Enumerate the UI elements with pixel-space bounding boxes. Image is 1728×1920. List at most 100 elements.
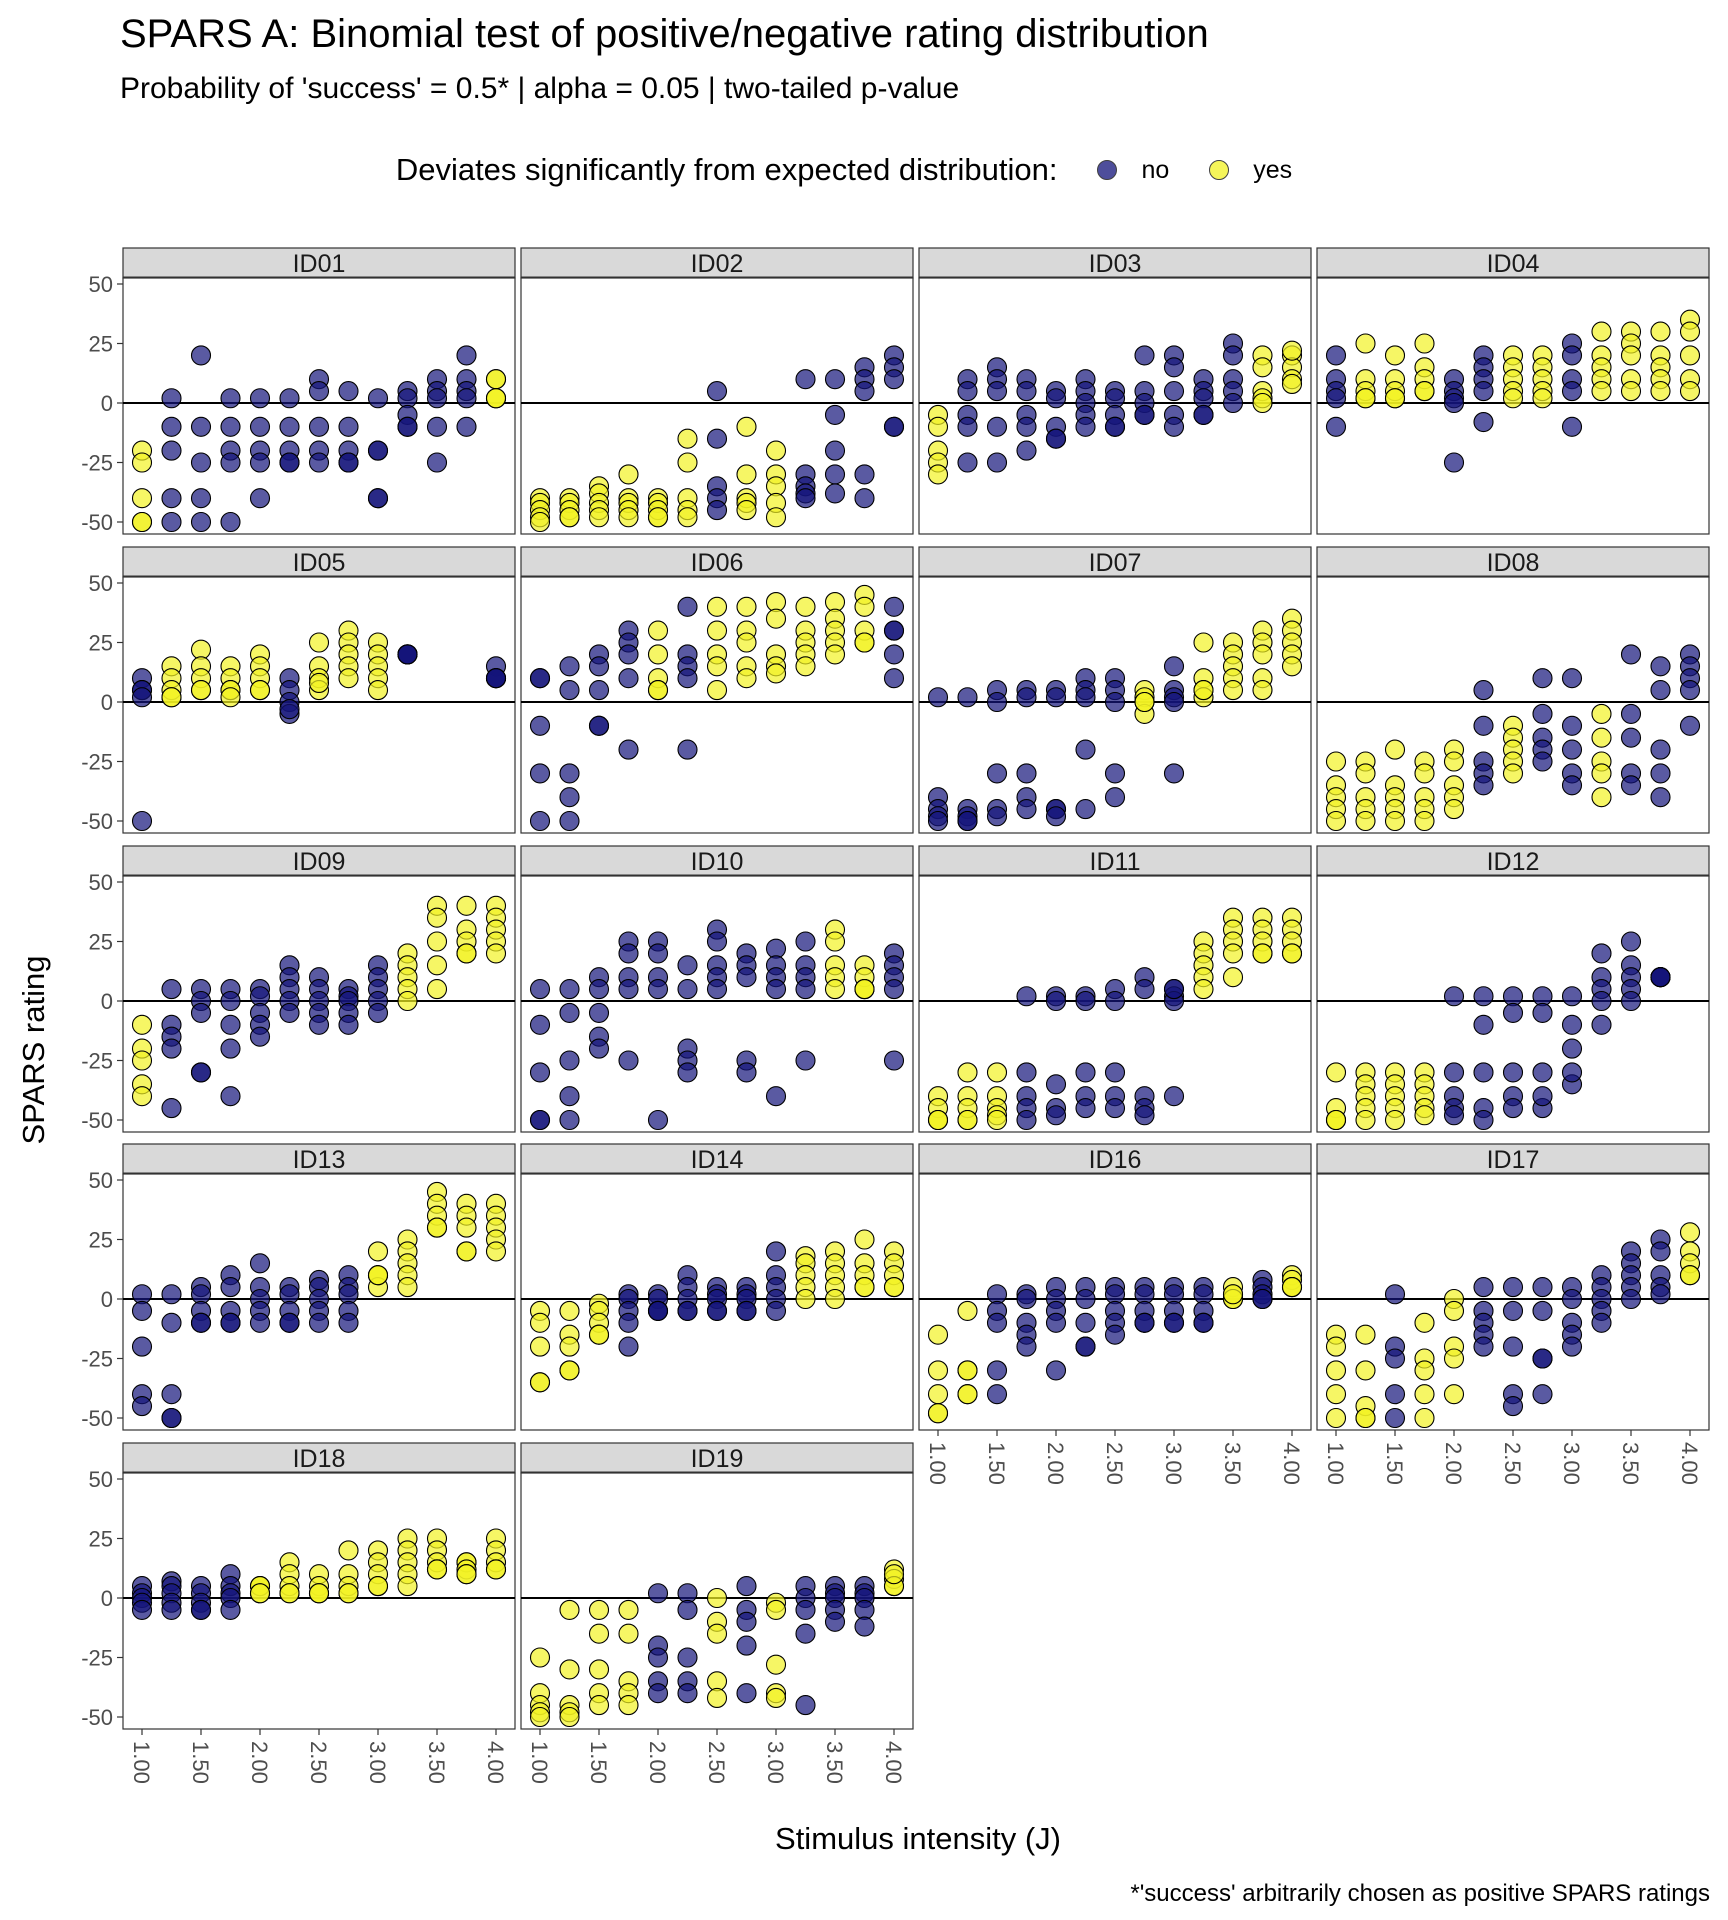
point-ID01-0-2: [131, 488, 153, 509]
point-ID17-5-4: [1473, 1336, 1494, 1357]
point-ID04-4-4: [1443, 392, 1465, 414]
point-ID06-5-3: [677, 739, 698, 760]
point-ID13-5-4: [279, 1312, 300, 1333]
point-ID09-10-2: [426, 931, 448, 952]
point-ID12-5-0: [1473, 986, 1494, 1007]
point-ID19-12-4: [883, 1564, 905, 1585]
point-ID13-1-4: [161, 1407, 182, 1429]
point-ID19-10-4: [824, 1611, 846, 1632]
point-ID02-11-3: [854, 464, 875, 485]
point-ID17-7-4: [1532, 1384, 1553, 1405]
point-ID08-7-1: [1532, 703, 1553, 724]
x-tick-label: 3.00: [763, 1741, 788, 1784]
point-ID16-1-0: [957, 1300, 978, 1321]
point-ID02-10-3: [824, 464, 846, 485]
point-ID02-12-4: [883, 416, 905, 437]
point-ID04-8-1: [1561, 345, 1583, 366]
point-ID11-0-4: [927, 1109, 949, 1131]
point-ID04-10-2: [1620, 345, 1642, 366]
point-ID03-2-3: [986, 416, 1008, 437]
strip-ID07: [918, 546, 1312, 578]
y-tick-label: -25: [81, 750, 113, 775]
point-ID09-7-4: [338, 1014, 359, 1035]
point-ID06-1-0: [559, 656, 580, 677]
point-ID18-4-4: [249, 1583, 271, 1604]
point-ID17-11-4: [1650, 1284, 1671, 1305]
point-ID19-9-2: [795, 1599, 816, 1620]
point-ID08-7-0: [1532, 668, 1553, 689]
point-ID13-0-1: [131, 1300, 153, 1321]
point-ID19-3-1: [618, 1623, 639, 1644]
x-tick-label: 1.50: [188, 1741, 213, 1784]
point-ID14-12-4: [883, 1277, 905, 1298]
point-ID07-7-4: [1134, 691, 1155, 713]
point-ID09-12-4: [485, 943, 507, 964]
legend-label-no: no: [1141, 155, 1170, 184]
point-ID12-4-0: [1443, 986, 1465, 1007]
legend: Deviates significantly from expected dis…: [0, 150, 1728, 190]
point-ID17-2-3: [1384, 1384, 1406, 1405]
point-ID11-4-1: [1045, 990, 1067, 1012]
point-ID04-11-0: [1650, 321, 1671, 342]
point-ID12-0-0: [1325, 1062, 1347, 1083]
point-ID13-0-4: [131, 1396, 153, 1417]
point-ID02-5-1: [677, 452, 698, 473]
point-ID11-5-2: [1075, 1062, 1096, 1083]
point-ID17-1-4: [1355, 1407, 1376, 1429]
point-ID01-3-4: [220, 511, 241, 533]
point-ID12-10-0: [1620, 931, 1642, 952]
point-ID04-3-0: [1414, 333, 1435, 354]
point-ID01-12-1: [485, 369, 507, 390]
panel-ID13: ID13 50 25 0 -25 -50: [81, 1143, 516, 1431]
point-ID06-5-0: [677, 596, 698, 617]
x-tick-label: 2.50: [1102, 1442, 1127, 1485]
legend-entry-yes: yes: [1209, 156, 1292, 185]
point-ID11-8-2: [1163, 1086, 1185, 1107]
point-ID17-12-0: [1679, 1222, 1701, 1243]
point-ID17-6-0: [1502, 1277, 1524, 1298]
point-ID05-0-4: [131, 810, 153, 832]
point-ID03-7-4: [1134, 404, 1155, 425]
panel-ID07: ID07: [918, 546, 1312, 834]
point-ID08-0-4: [1325, 810, 1347, 832]
x-tick-label: 1.50: [1382, 1442, 1407, 1485]
point-ID17-0-4: [1325, 1407, 1347, 1429]
point-ID01-6-4: [308, 452, 330, 473]
y-tick-label: -50: [81, 1406, 113, 1431]
point-ID08-10-2: [1620, 727, 1642, 748]
point-ID10-2-1: [588, 979, 610, 1000]
point-ID17-6-1: [1502, 1300, 1524, 1321]
point-ID10-2-4: [588, 1038, 610, 1059]
x-tick-label: 2.00: [247, 1741, 272, 1784]
point-ID16-4-4: [1045, 1360, 1067, 1381]
point-ID06-3-4: [618, 739, 639, 760]
point-ID01-10-4: [426, 452, 448, 473]
point-ID16-0-0: [927, 1324, 949, 1345]
point-ID13-0-2: [131, 1336, 153, 1357]
point-ID10-11-4: [854, 979, 875, 1000]
point-ID01-2-1: [190, 416, 212, 437]
point-ID02-3-0: [618, 464, 639, 485]
point-ID06-12-0: [883, 596, 905, 617]
point-ID14-9-4: [795, 1288, 816, 1310]
point-ID09-1-4: [161, 1098, 182, 1119]
x-tick-label: 2.50: [306, 1741, 331, 1784]
point-ID06-12-2: [883, 620, 905, 641]
point-ID13-11-4: [456, 1241, 477, 1262]
point-ID06-0-2: [529, 715, 551, 736]
point-ID10-7-2: [736, 967, 757, 988]
point-ID08-7-4: [1532, 751, 1553, 772]
point-ID10-1-1: [559, 1002, 580, 1023]
point-ID09-1-3: [161, 1038, 182, 1059]
point-ID17-3-3: [1414, 1384, 1435, 1405]
point-ID07-9-0: [1193, 632, 1214, 653]
point-ID09-6-4: [308, 1014, 330, 1035]
point-ID01-5-0: [279, 388, 300, 409]
point-ID02-4-4: [647, 507, 669, 528]
strip-label-ID12: ID12: [1487, 848, 1540, 876]
point-ID11-4-2: [1045, 1074, 1067, 1095]
point-ID18-10-4: [426, 1559, 448, 1580]
point-ID01-3-3: [220, 452, 241, 473]
point-ID04-0-3: [1325, 388, 1347, 409]
